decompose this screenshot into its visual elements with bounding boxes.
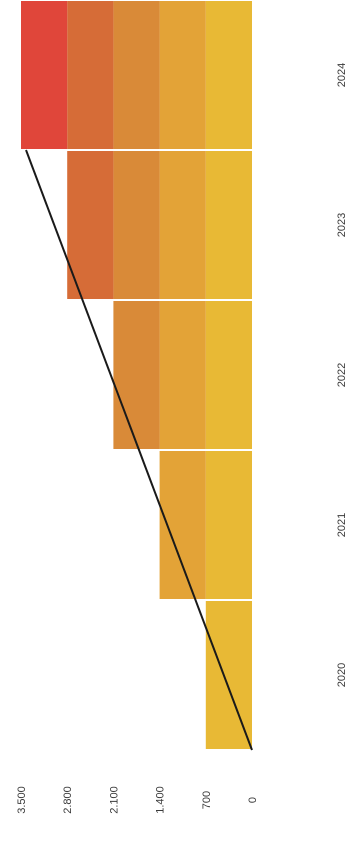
- bar-segment-2024-4: [67, 1, 114, 149]
- bar-segment-2020-1: [205, 601, 252, 749]
- category-label-2023: 2023: [336, 213, 348, 237]
- value-tick-label: 1.400: [155, 786, 167, 814]
- category-label-2020: 2020: [336, 663, 348, 687]
- value-tick-label: 700: [201, 791, 213, 809]
- value-tick-label: 0: [247, 797, 259, 803]
- bar-segment-2024-5: [21, 1, 68, 149]
- category-label-2024: 2024: [336, 63, 348, 87]
- bar-segment-2022-1: [205, 301, 252, 449]
- bar-segment-2024-2: [159, 1, 206, 149]
- bar-segment-2024-3: [113, 1, 160, 149]
- category-axis: 2020 2021 2022 2023 2024: [336, 63, 348, 687]
- value-tick-label: 3.500: [16, 786, 28, 814]
- bar-segment-2022-3: [113, 301, 160, 449]
- bar-segment-2023-4: [67, 151, 114, 299]
- bar-segment-2023-2: [159, 151, 206, 299]
- value-tick-label: 2.100: [108, 786, 120, 814]
- value-axis: 0 700 1.400 2.100 2.800 3.500: [16, 786, 259, 814]
- category-label-2021: 2021: [336, 513, 348, 537]
- trend-line: [25, 149, 253, 751]
- bar-segment-2022-2: [159, 301, 206, 449]
- bar-segment-2023-1: [205, 151, 252, 299]
- trend-line-group: [25, 149, 253, 751]
- bar-segment-2024-1: [205, 1, 252, 149]
- bars-group: [21, 1, 252, 749]
- category-label-2022: 2022: [336, 363, 348, 387]
- bar-segment-2021-1: [205, 451, 252, 599]
- value-tick-label: 2.800: [62, 786, 74, 814]
- bar-segment-2023-3: [113, 151, 160, 299]
